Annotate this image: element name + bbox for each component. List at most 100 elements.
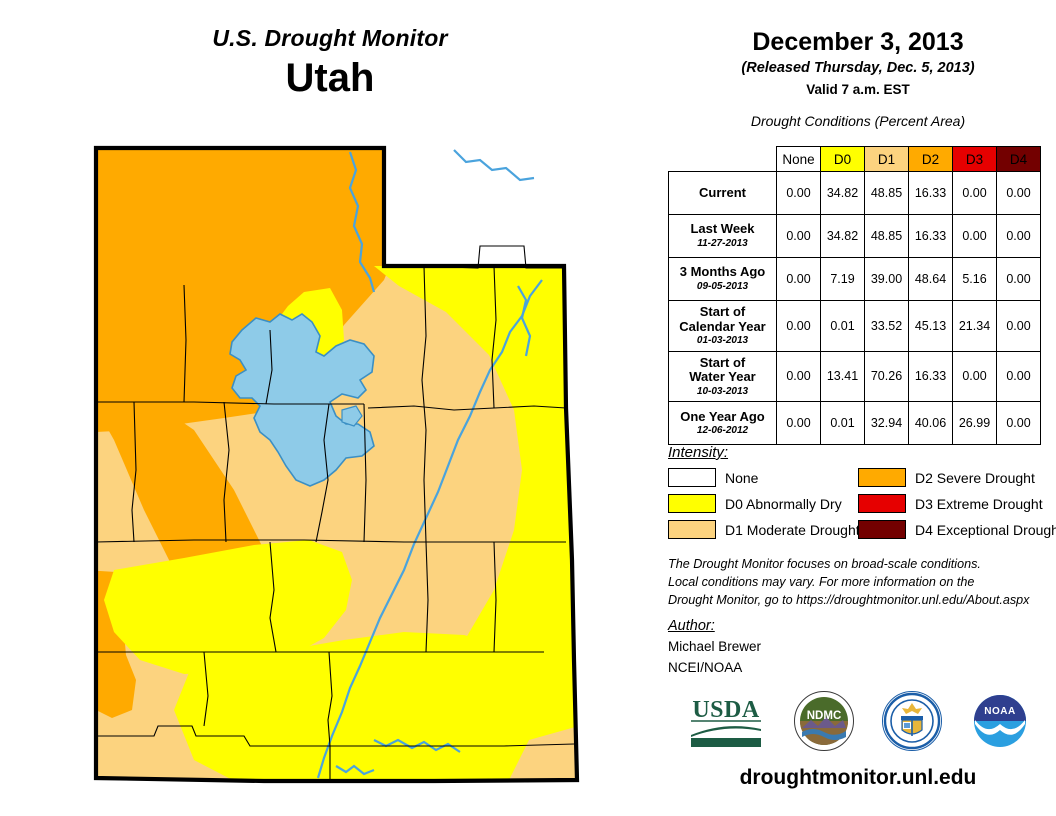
website-url[interactable]: droughtmonitor.unl.edu (739, 766, 977, 789)
row-label-start-calendar-year: Start of Calendar Year 01-03-2013 (668, 300, 777, 352)
county-boundaries (95, 245, 575, 781)
cell-wateryear-d4: 0.00 (996, 350, 1041, 403)
row-label-one-year-ago: One Year Ago 12-06-2012 (668, 401, 777, 446)
cell-wateryear-d2: 16.33 (908, 350, 953, 403)
col-header-none: None (776, 146, 821, 172)
intensity-legend: Intensity: None D2 Severe Drought D0 Abn… (668, 444, 1056, 539)
row-date: 01-03-2013 (696, 335, 749, 347)
row-date: 11-27-2013 (697, 238, 748, 250)
cell-lastweek-d4: 0.00 (996, 214, 1041, 258)
swatch-d4 (858, 520, 906, 539)
legend-item-d0: D0 Abnormally Dry (668, 494, 858, 513)
disclaimer-line-3[interactable]: Drought Monitor, go to https://droughtmo… (668, 592, 1030, 607)
cell-wateryear-none: 0.00 (776, 350, 821, 403)
right-panel: December 3, 2013 (Released Thursday, Dec… (660, 0, 1056, 816)
cell-oneyear-d4: 0.00 (996, 401, 1041, 446)
cell-current-d2: 16.33 (908, 171, 953, 215)
legend-label-d0: D0 Abnormally Dry (725, 495, 842, 512)
table-row: 3 Months Ago 09-05-2013 0.00 7.19 39.00 … (668, 257, 1041, 301)
author-heading: Author: (668, 618, 715, 634)
cell-current-none: 0.00 (776, 171, 821, 215)
cell-current-d1: 48.85 (864, 171, 909, 215)
cell-oneyear-d0: 0.01 (820, 401, 865, 446)
row-name: 3 Months Ago (679, 264, 766, 280)
row-label-last-week: Last Week 11-27-2013 (668, 214, 777, 258)
region-d2-northwest (96, 148, 408, 432)
col-header-d1: D1 (864, 146, 909, 172)
table-row: Start of Water Year 10-03-2013 0.00 13.4… (668, 350, 1041, 403)
usda-logo: USDA (685, 691, 767, 756)
col-header-d4: D4 (996, 146, 1041, 172)
cell-lastweek-d1: 48.85 (864, 214, 909, 258)
drought-conditions-table: None D0 D1 D2 D3 D4 Current 0.00 34.82 4… (668, 146, 1041, 446)
issue-date: December 3, 2013 (752, 28, 964, 56)
cell-lastweek-d0: 34.82 (820, 214, 865, 258)
legend-label-d2: D2 Severe Drought (915, 469, 1035, 486)
legend-item-d4: D4 Exceptional Drought (858, 520, 1056, 539)
map-fill-layer (96, 148, 577, 781)
author-block: Michael Brewer NCEI/NOAA (668, 637, 761, 678)
cell-3months-d2: 48.64 (908, 257, 953, 301)
swatch-d1 (668, 520, 716, 539)
col-header-d2: D2 (908, 146, 953, 172)
table-row: Start of Calendar Year 01-03-2013 0.00 0… (668, 300, 1041, 352)
col-header-d3: D3 (952, 146, 997, 172)
cell-current-d4: 0.00 (996, 171, 1041, 215)
cell-calyear-d0: 0.01 (820, 300, 865, 352)
usda-seal-logo (881, 690, 943, 757)
noaa-logo: NOAA (969, 690, 1031, 757)
row-date: 10-03-2013 (696, 385, 749, 397)
cell-oneyear-none: 0.00 (776, 401, 821, 446)
row-name: Last Week (690, 221, 755, 237)
legend-item-d1: D1 Moderate Drought (668, 520, 860, 539)
row-date: 12-06-2012 (696, 425, 749, 437)
table-row: One Year Ago 12-06-2012 0.00 0.01 32.94 … (668, 401, 1041, 446)
table-corner-cell (669, 147, 777, 172)
cell-oneyear-d3: 26.99 (952, 401, 997, 446)
disclaimer-line-2: Local conditions may vary. For more info… (668, 574, 975, 589)
cell-calyear-d4: 0.00 (996, 300, 1041, 352)
disclaimer-text: The Drought Monitor focuses on broad-sca… (668, 556, 1054, 610)
cell-wateryear-d0: 13.41 (820, 350, 865, 403)
cell-lastweek-d2: 16.33 (908, 214, 953, 258)
legend-label-d3: D3 Extreme Drought (915, 495, 1043, 512)
table-header: None D0 D1 D2 D3 D4 (669, 146, 1041, 172)
cell-current-d3: 0.00 (952, 171, 997, 215)
legend-label-d1: D1 Moderate Drought (725, 521, 860, 538)
row-label-start-water-year: Start of Water Year 10-03-2013 (668, 350, 777, 403)
svg-text:NOAA: NOAA (984, 706, 1015, 717)
region-d0-south-band (174, 632, 554, 781)
table-body: Current 0.00 34.82 48.85 16.33 0.00 0.00… (668, 171, 1041, 446)
row-name: Start of Calendar Year (679, 304, 766, 334)
swatch-none (668, 468, 716, 487)
utah-state-outline (93, 145, 580, 784)
state-title: Utah (285, 56, 375, 101)
date-block: December 3, 2013 (Released Thursday, Dec… (660, 0, 1056, 99)
intensity-heading: Intensity: (668, 444, 729, 461)
swatch-d0 (668, 494, 716, 513)
cell-oneyear-d1: 32.94 (864, 401, 909, 446)
legend-label-d4: D4 Exceptional Drought (915, 521, 1056, 538)
author-name: Michael Brewer (668, 639, 762, 654)
legend-item-none: None (668, 468, 858, 487)
col-header-d0: D0 (820, 146, 865, 172)
row-name: Start of Water Year (689, 354, 756, 385)
utah-drought-map[interactable] (74, 140, 634, 790)
legend-label-none: None (725, 469, 759, 486)
table-header-row: None D0 D1 D2 D3 D4 (669, 146, 1041, 172)
logo-row: USDA NDMC (660, 690, 1056, 757)
row-name: Current (699, 184, 746, 200)
swatch-d2 (858, 468, 906, 487)
cell-lastweek-none: 0.00 (776, 214, 821, 258)
region-d2-southwest-patch (96, 570, 136, 718)
cell-wateryear-d3: 0.00 (952, 350, 997, 403)
table-caption: Drought Conditions (Percent Area) (750, 112, 966, 129)
cell-calyear-d2: 45.13 (908, 300, 953, 352)
cell-oneyear-d2: 40.06 (908, 401, 953, 446)
title-block: U.S. Drought Monitor Utah (0, 25, 660, 101)
cell-3months-d1: 39.00 (864, 257, 909, 301)
svg-text:NDMC: NDMC (807, 710, 842, 722)
cell-current-d0: 34.82 (820, 171, 865, 215)
table-row: Current 0.00 34.82 48.85 16.33 0.00 0.00 (668, 171, 1041, 215)
